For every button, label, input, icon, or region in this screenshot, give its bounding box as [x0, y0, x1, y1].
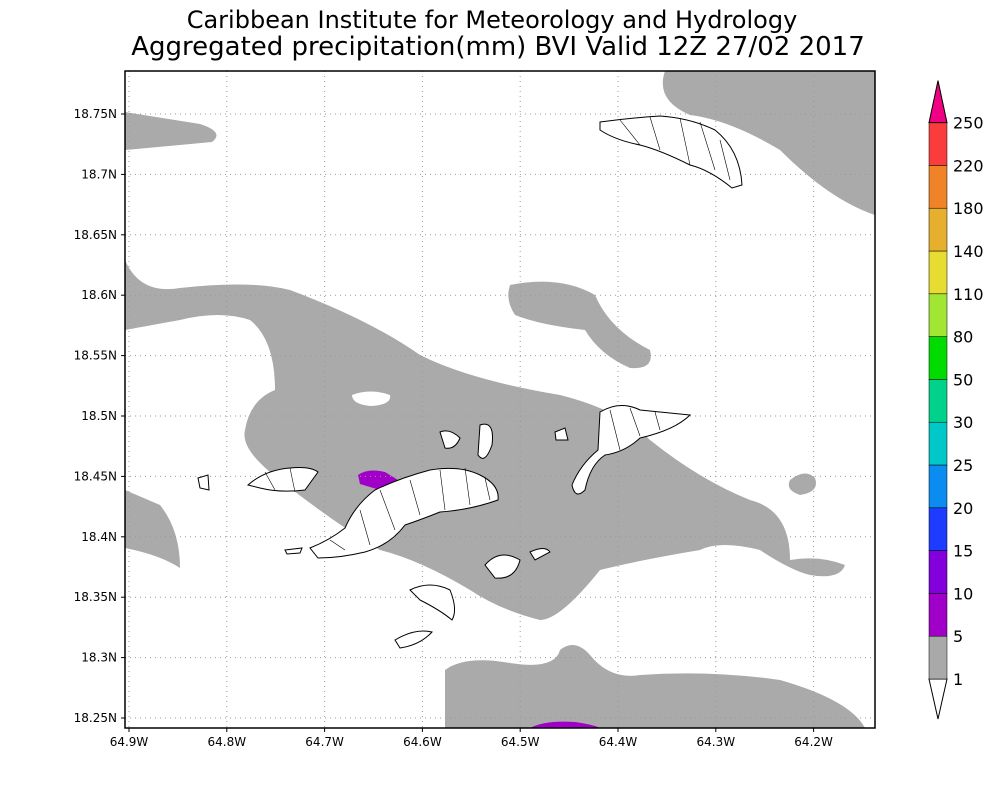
- lat-tick-label: 18.35N: [74, 590, 117, 604]
- colorbar-label: 180: [953, 199, 984, 218]
- lon-tick-label: 64.7W: [305, 735, 344, 749]
- lon-tick-label: 64.5W: [501, 735, 540, 749]
- colorbar-label: 20: [953, 499, 973, 518]
- lat-tick-label: 18.7N: [81, 167, 117, 181]
- lat-tick-label: 18.25N: [74, 711, 117, 725]
- lon-tick-label: 64.3W: [697, 735, 736, 749]
- colorbar-segment: [928, 550, 948, 594]
- colorbar-segment: [928, 635, 948, 680]
- colorbar-label: 15: [953, 542, 973, 561]
- lat-tick-label: 18.45N: [74, 469, 117, 483]
- colorbar-segment: [928, 379, 948, 423]
- lat-tick-label: 18.75N: [74, 107, 117, 121]
- lat-tick-label: 18.55N: [74, 349, 117, 363]
- colorbar-segment: [928, 464, 948, 509]
- colorbar-label: 5: [953, 627, 963, 646]
- colorbar-segment: [928, 293, 948, 337]
- lon-tick-label: 64.2W: [794, 735, 833, 749]
- colorbar-segment: [928, 593, 948, 637]
- colorbar-segment: [928, 165, 948, 209]
- colorbar-label: 110: [953, 285, 984, 304]
- lon-tick-label: 64.4W: [599, 735, 638, 749]
- lat-tick-label: 18.4N: [81, 530, 117, 544]
- title: Caribbean Institute for Meteorology and …: [187, 6, 798, 34]
- colorbar-segment: [928, 507, 948, 551]
- lat-tick-label: 18.5N: [81, 409, 117, 423]
- colorbar-label: 1: [953, 670, 963, 689]
- colorbar-label: 80: [953, 328, 973, 347]
- islands: [197, 115, 743, 649]
- lon-tick-label: 64.8W: [208, 735, 247, 749]
- colorbar-label: 140: [953, 242, 984, 261]
- colorbar-segment: [928, 207, 948, 252]
- colorbar-under: [928, 678, 948, 720]
- colorbar-label: 25: [953, 456, 973, 475]
- lat-tick-label: 18.65N: [74, 228, 117, 242]
- subtitle: Aggregated precipitation(mm) BVI Valid 1…: [131, 32, 865, 62]
- lat-tick-label: 18.6N: [81, 288, 117, 302]
- colorbar-over: [928, 80, 948, 124]
- colorbar-label: 50: [953, 370, 973, 389]
- colorbar-segment: [928, 122, 948, 166]
- lon-tick-label: 64.6W: [403, 735, 442, 749]
- colorbar-segment: [928, 421, 948, 466]
- colorbar-segment: [928, 250, 948, 295]
- colorbar-label: 250: [953, 114, 984, 133]
- lat-tick-label: 18.3N: [81, 651, 117, 665]
- colorbar-label: 10: [953, 584, 973, 603]
- lon-tick-label: 64.9W: [110, 735, 149, 749]
- dry-hole: [352, 391, 391, 406]
- map-area: [125, 71, 875, 728]
- colorbar-label: 30: [953, 413, 973, 432]
- colorbar-segment: [928, 336, 948, 380]
- colorbar-label: 220: [953, 156, 984, 175]
- map-frame: [124, 70, 876, 729]
- parish-lines: [264, 116, 731, 551]
- grid: [125, 71, 875, 728]
